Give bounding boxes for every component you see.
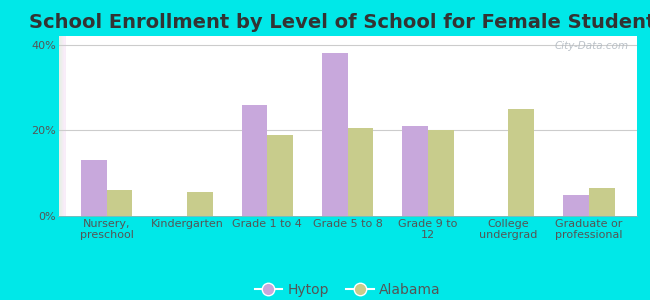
Bar xyxy=(402,126,428,216)
Bar xyxy=(187,192,213,216)
Bar xyxy=(322,53,348,216)
Text: City-Data.com: City-Data.com xyxy=(554,41,629,51)
Bar xyxy=(508,109,534,216)
Bar xyxy=(589,188,614,216)
Bar xyxy=(267,135,293,216)
Bar xyxy=(81,160,107,216)
Bar xyxy=(107,190,133,216)
Bar xyxy=(428,130,454,216)
Legend: Hytop, Alabama: Hytop, Alabama xyxy=(249,278,447,300)
Title: School Enrollment by Level of School for Female Students: School Enrollment by Level of School for… xyxy=(29,13,650,32)
Bar xyxy=(563,195,589,216)
Bar xyxy=(242,105,267,216)
Bar xyxy=(348,128,374,216)
